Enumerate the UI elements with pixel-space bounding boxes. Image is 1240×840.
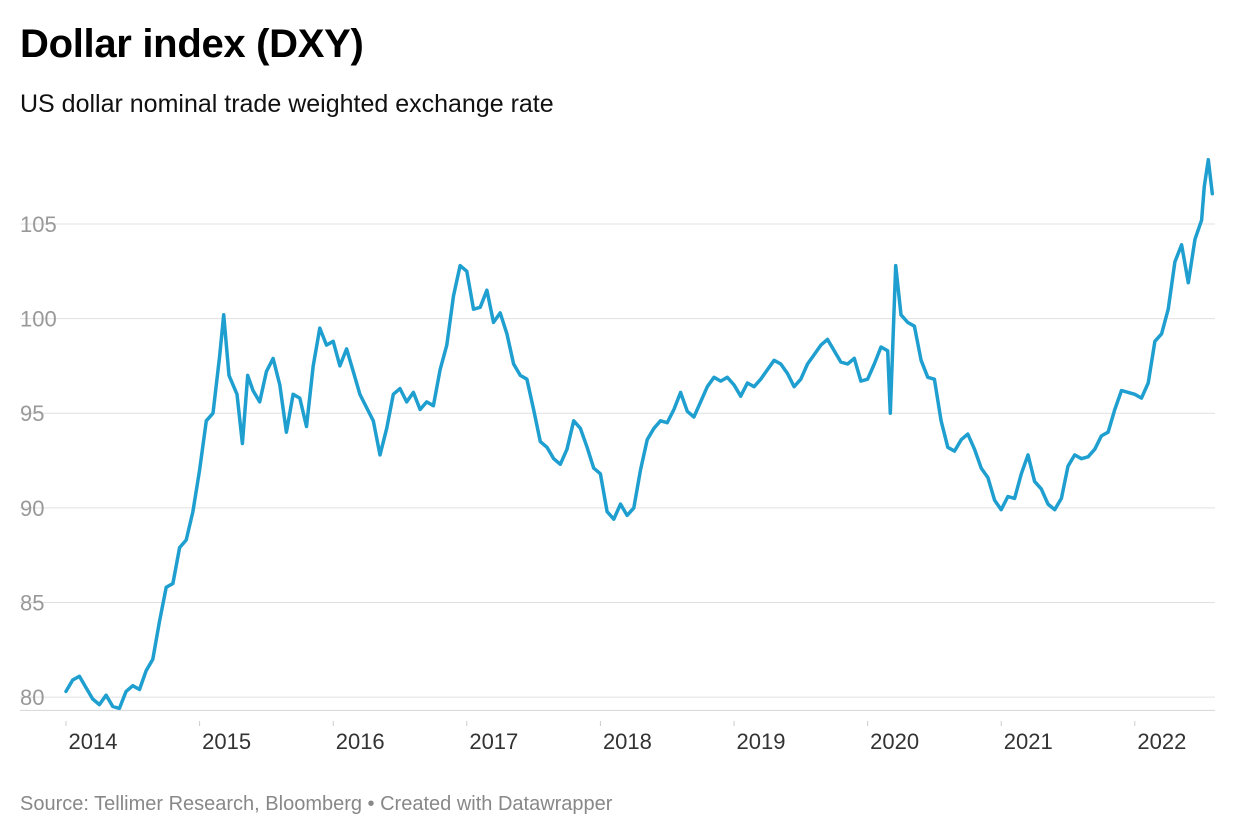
x-tick-label: 2016 [336, 729, 385, 754]
x-tick-label: 2021 [1004, 729, 1053, 754]
y-tick-label: 95 [20, 401, 44, 426]
y-axis-labels: 80 85 90 95 100 105 [20, 212, 57, 710]
x-tick-label: 2018 [603, 729, 652, 754]
chart-subtitle: US dollar nominal trade weighted exchang… [20, 90, 554, 118]
chart-source: Source: Tellimer Research, Bloomberg • C… [20, 793, 613, 815]
x-tick-label: 2014 [69, 729, 118, 754]
x-tick-label: 2019 [737, 729, 786, 754]
y-tick-label: 85 [20, 590, 44, 615]
y-tick-label: 100 [20, 307, 57, 332]
x-tick-label: 2020 [870, 729, 919, 754]
x-axis-labels: 2014 2015 2016 2017 2018 2019 2020 2021 2022 [65, 721, 1186, 754]
y-tick-label: 105 [20, 212, 57, 237]
x-tick-label: 2015 [202, 729, 251, 754]
series-line-0 [64, 157, 1215, 711]
y-tick-label: 80 [20, 685, 44, 710]
chart-title: Dollar index (DXY) [20, 22, 364, 66]
x-tick-label: 2022 [1137, 729, 1186, 754]
y-tick-label: 90 [20, 496, 44, 521]
x-tick-label: 2017 [469, 729, 518, 754]
